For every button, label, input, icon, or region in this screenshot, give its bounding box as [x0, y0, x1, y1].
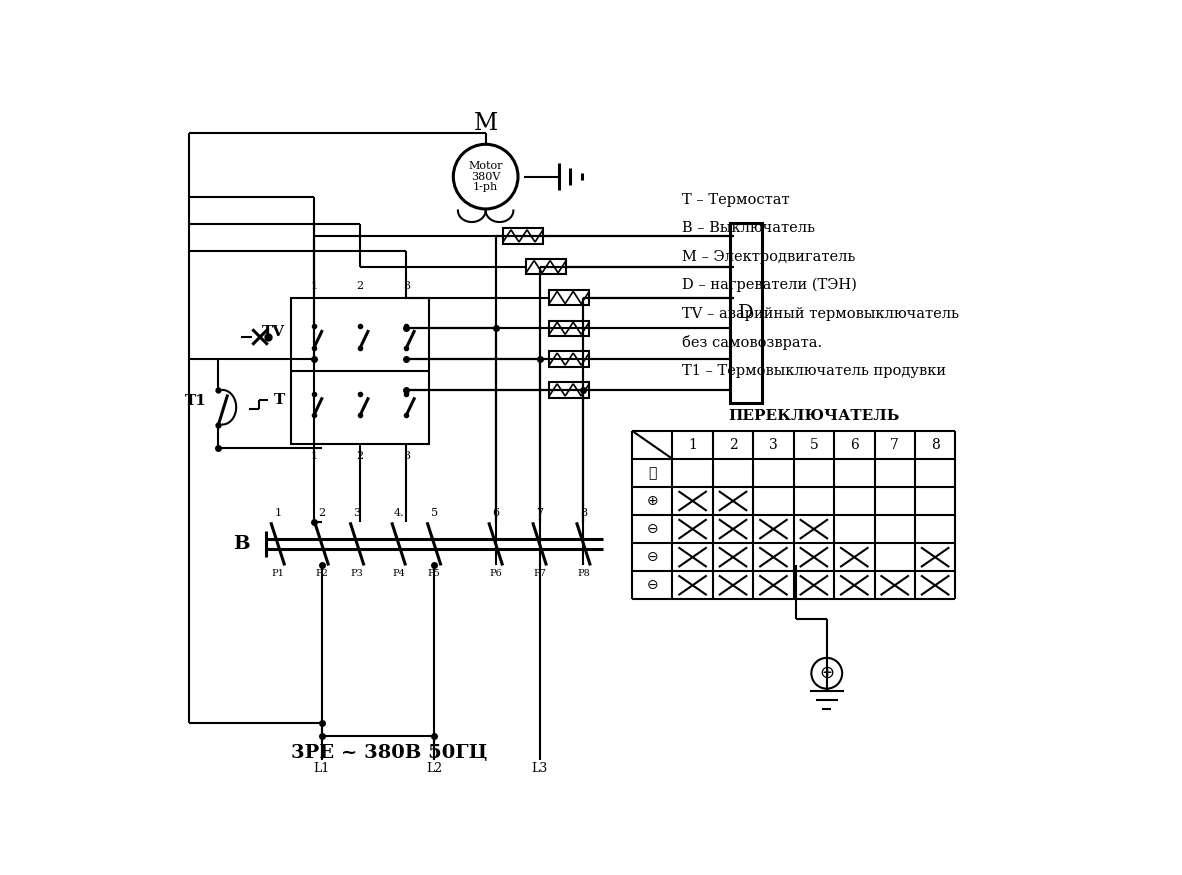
Text: P8: P8: [577, 570, 590, 578]
Text: P6: P6: [489, 570, 502, 578]
Bar: [550, 320, 589, 336]
Bar: [526, 259, 566, 275]
Text: 8: 8: [930, 438, 940, 452]
Text: 3: 3: [403, 451, 410, 461]
Bar: [504, 228, 543, 243]
Text: P3: P3: [351, 570, 364, 578]
Text: 2: 2: [357, 451, 364, 461]
Text: ⓞ: ⓞ: [648, 466, 656, 480]
Text: D: D: [738, 304, 754, 322]
Bar: [291, 298, 429, 444]
Text: Motor: Motor: [468, 161, 502, 171]
Text: ПЕРЕКЛЮЧАТЕЛЬ: ПЕРЕКЛЮЧАТЕЛЬ: [728, 410, 900, 423]
Text: 6: 6: [850, 438, 858, 452]
Text: 7: 7: [537, 508, 543, 519]
Text: 3: 3: [403, 282, 410, 291]
Text: P4: P4: [392, 570, 405, 578]
Text: M – Электродвигатель: M – Электродвигатель: [682, 249, 856, 263]
Text: без самовозврата.: без самовозврата.: [682, 334, 823, 350]
Text: T: T: [274, 393, 286, 407]
Text: T1: T1: [184, 394, 207, 408]
Text: 7: 7: [890, 438, 900, 452]
Text: ⊖: ⊖: [647, 578, 658, 592]
Text: ⊖: ⊖: [647, 522, 658, 536]
Text: TV – аварийный термовыключатель: TV – аварийный термовыключатель: [682, 306, 959, 320]
Text: 3: 3: [353, 508, 361, 519]
Text: L1: L1: [313, 762, 330, 775]
Text: 5: 5: [430, 508, 437, 519]
Text: 1: 1: [688, 438, 697, 452]
Text: 3: 3: [769, 438, 778, 452]
Text: T – Термостат: T – Термостат: [682, 192, 790, 206]
Text: 5: 5: [810, 438, 818, 452]
Text: TV: TV: [262, 326, 286, 340]
Bar: [550, 352, 589, 367]
Text: D – нагреватели (ТЭН): D – нагреватели (ТЭН): [682, 278, 857, 292]
Text: ⊕: ⊕: [647, 494, 658, 508]
Text: M: M: [474, 112, 498, 135]
Text: 1: 1: [311, 451, 318, 461]
Text: 2: 2: [357, 282, 364, 291]
Text: B: B: [233, 535, 251, 553]
Text: L3: L3: [532, 762, 547, 775]
Text: P5: P5: [428, 570, 441, 578]
Text: 8: 8: [580, 508, 587, 519]
Text: 6: 6: [492, 508, 499, 519]
Text: 1: 1: [274, 508, 281, 519]
Bar: [550, 382, 589, 397]
Text: 1-ph: 1-ph: [473, 182, 499, 192]
Text: T1 – Термовыключатель продувки: T1 – Термовыключатель продувки: [682, 364, 946, 378]
Text: 2: 2: [728, 438, 738, 452]
Text: B – Выключатель: B – Выключатель: [682, 221, 816, 235]
Text: 380V: 380V: [470, 172, 500, 182]
Text: L2: L2: [426, 762, 442, 775]
Text: ⊕: ⊕: [819, 664, 834, 682]
Bar: [550, 290, 589, 305]
Bar: [729, 223, 762, 403]
Text: P7: P7: [533, 570, 546, 578]
Text: 2: 2: [318, 508, 325, 519]
Text: 4.: 4.: [394, 508, 404, 519]
Text: 3PE ~ 380B 50ГЦ: 3PE ~ 380B 50ГЦ: [291, 744, 488, 761]
Text: P1: P1: [272, 570, 284, 578]
Text: P2: P2: [316, 570, 329, 578]
Text: 1: 1: [311, 282, 318, 291]
Text: ⊖: ⊖: [647, 550, 658, 564]
